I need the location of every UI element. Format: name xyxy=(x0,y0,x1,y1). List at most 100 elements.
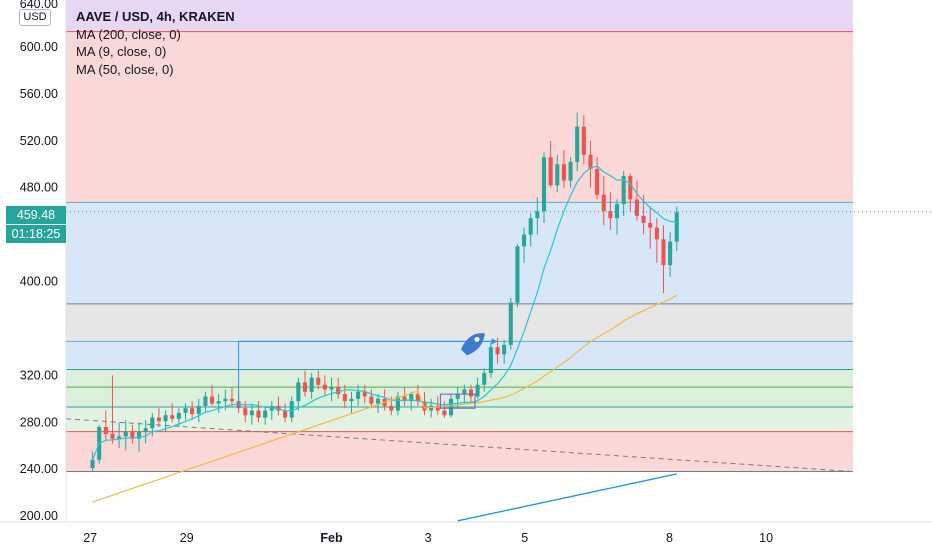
candle-body xyxy=(482,373,487,385)
ma-50-line xyxy=(92,294,678,503)
candle-body xyxy=(455,394,460,399)
candle-body xyxy=(595,168,600,195)
x-tick-label: 3 xyxy=(425,531,432,545)
candle-body xyxy=(389,405,394,411)
bar-countdown-tag: 01:18:25 xyxy=(6,225,66,243)
x-tick-label: 8 xyxy=(666,531,673,545)
candle-body xyxy=(203,396,208,406)
candle-body xyxy=(555,164,560,186)
candle-body xyxy=(362,391,367,397)
candle-body xyxy=(190,408,195,415)
candle-body xyxy=(608,211,613,219)
y-tick-label: 280.00 xyxy=(20,415,58,429)
candle-body xyxy=(289,401,294,418)
candle-body xyxy=(263,410,268,418)
candle-body xyxy=(402,396,407,402)
y-tick-label: 640.00 xyxy=(20,0,58,11)
fib-zone xyxy=(66,369,853,388)
candle-body xyxy=(628,175,633,200)
candle-body xyxy=(462,389,467,395)
candle-body xyxy=(502,344,507,355)
candle-body xyxy=(243,408,248,416)
candle-body xyxy=(548,157,553,186)
candle-body xyxy=(342,394,347,402)
candle-body xyxy=(283,410,288,418)
candle-body xyxy=(136,431,142,439)
candle-body xyxy=(648,222,653,228)
candle-body xyxy=(634,199,639,216)
candle-body xyxy=(588,154,593,169)
candle-body xyxy=(661,239,666,266)
candle-body xyxy=(150,417,155,429)
chart-legend: AAVE / USD, 4h, KRAKEN MA (200, close, 0… xyxy=(76,8,235,78)
candle-body xyxy=(475,384,480,397)
x-tick-label: 5 xyxy=(521,531,528,545)
candle-body xyxy=(302,382,308,392)
candle-body xyxy=(110,434,115,439)
candle-body xyxy=(163,415,168,422)
price-axis xyxy=(0,0,66,550)
candle-body xyxy=(435,405,440,411)
annotation-arrow xyxy=(238,340,498,409)
symbol-title[interactable]: AAVE / USD, 4h, KRAKEN xyxy=(76,9,235,24)
legend-ma-200[interactable]: MA (200, close, 0) xyxy=(76,26,181,42)
candle-body xyxy=(395,396,400,411)
candle-body xyxy=(183,408,188,413)
candle-body xyxy=(322,384,327,390)
candle-body xyxy=(668,241,673,266)
candle-body xyxy=(117,436,122,439)
selection-box xyxy=(439,393,476,409)
y-tick-label: 560.00 xyxy=(20,87,58,101)
x-tick-label: 27 xyxy=(83,531,97,545)
candle-body xyxy=(409,394,414,402)
y-tick-label: 200.00 xyxy=(20,509,58,523)
currency-badge[interactable]: USD xyxy=(19,9,51,26)
legend-ma-50[interactable]: MA (50, close, 0) xyxy=(76,61,174,77)
candle-body xyxy=(429,405,434,411)
candle-body xyxy=(522,234,527,247)
future-area xyxy=(853,0,932,522)
candle-body xyxy=(601,194,606,212)
candle-body xyxy=(535,211,540,219)
y-tick-label: 240.00 xyxy=(20,462,58,476)
candle-body xyxy=(229,398,235,402)
candle-body xyxy=(515,246,520,303)
candle-body xyxy=(170,415,175,419)
candle-body xyxy=(223,398,228,402)
candle-body xyxy=(176,412,181,419)
candle-body xyxy=(449,398,454,416)
fib-zone xyxy=(66,341,853,370)
candle-body xyxy=(103,426,108,435)
candle-body xyxy=(561,164,566,181)
candle-body xyxy=(375,398,381,404)
candle-body xyxy=(422,401,427,411)
candle-body xyxy=(336,387,341,395)
fib-zone xyxy=(66,31,853,203)
fib-zone xyxy=(66,431,853,472)
candle-body xyxy=(581,126,586,155)
candle-body xyxy=(143,428,148,432)
candle-body xyxy=(156,417,161,422)
fib-zone xyxy=(66,202,853,304)
candle-body xyxy=(210,396,215,404)
ma-200-line xyxy=(457,473,677,522)
candle-body xyxy=(90,459,95,469)
x-tick-label: 29 xyxy=(180,531,194,545)
y-tick-label: 520.00 xyxy=(20,134,58,148)
time-axis xyxy=(0,522,932,550)
candle-body xyxy=(249,410,254,416)
candle-body xyxy=(508,302,513,345)
candle-body xyxy=(130,431,135,439)
candle-body xyxy=(468,389,474,397)
x-tick-label: Feb xyxy=(320,531,343,545)
candle-body xyxy=(575,126,580,162)
annotation-arrowhead xyxy=(491,338,498,345)
candle-body xyxy=(614,204,620,219)
fib-zone xyxy=(66,471,853,522)
candle-body xyxy=(495,347,500,355)
candle-body xyxy=(369,396,374,404)
candle-body xyxy=(356,391,361,399)
legend-ma-9[interactable]: MA (9, close, 0) xyxy=(76,44,167,59)
candle-body xyxy=(415,394,420,402)
